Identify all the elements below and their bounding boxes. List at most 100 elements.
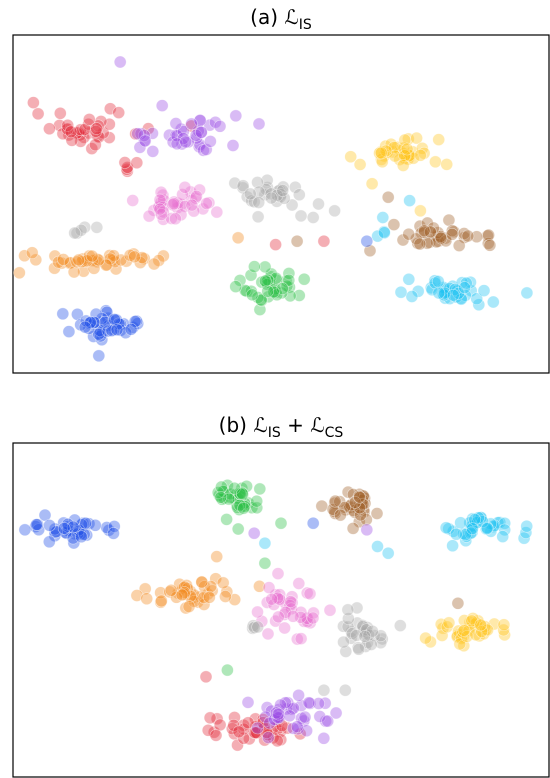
scatter-point-orange [216,576,230,590]
scatter-point-green [246,288,259,302]
scatter-point-purple [313,710,327,723]
scatter-point-orange [179,601,193,615]
scatter-point-green [231,522,245,536]
scatter-point-red [83,113,96,126]
scatter-point-pink [279,605,292,619]
scatter-point-brown [458,231,471,244]
scatter-point-blue [79,516,92,530]
scatter-point-brown [370,507,384,520]
scatter-point-cyan [520,519,534,533]
scatter-point-blue [62,325,76,338]
scatter-point-pink [265,592,279,606]
scatter-point-cyan [486,295,500,309]
scatter-point-purple [155,99,169,112]
scatter-point-brown [445,224,459,237]
scatter-point-purple [261,731,275,744]
scatter-point-red [27,96,40,109]
scatter-point-cyan [449,527,463,541]
scatter-point-yellow [353,158,367,171]
scatter-point-red [209,729,223,742]
scatter-point-orange [67,265,81,279]
scatter-point-brown [353,490,366,504]
scatter-point-red [130,156,144,169]
scatter-point-pink [307,606,320,620]
scatter-point-purple [177,125,190,138]
scatter-point-cyan [458,281,471,294]
scatter-point-brown [315,499,329,513]
scatter-point-blue [57,522,71,535]
scatter-point-cyan [381,546,395,560]
scatter-point-purple [133,141,147,154]
scatter-point-brown [445,228,459,241]
scatter-point-green [297,272,311,286]
scatter-point-brown [353,501,367,515]
scatter-point-yellow [474,618,488,632]
scatter-point-gray [294,209,308,223]
scatter-point-pink [290,632,304,646]
scatter-point-orange [231,231,245,245]
scatter-point-blue [67,536,81,550]
scatter-point-purple [247,526,261,540]
scatter-point-cyan [498,516,512,530]
scatter-point-gray [228,176,242,190]
scatter-point-cyan [432,286,446,300]
scatter-point-purple [292,688,305,702]
scatter-point-orange [253,579,266,593]
scatter-point-cyan [454,516,467,530]
scatter-point-brown [483,239,497,252]
scatter-point-orange [13,266,26,280]
scatter-point-purple [252,117,266,131]
scatter-point-orange [164,583,178,597]
scatter-point-pink [306,611,320,625]
scatter-point-blue [89,518,102,532]
scatter-point-purple [113,55,127,69]
scatter-point-cyan [520,286,534,300]
scatter-point-blue [98,315,112,329]
scatter-point-pink [294,605,308,619]
panel-a-title: (a) ℒIS [250,5,312,33]
scatter-point-cyan [439,521,453,535]
scatter-point-brown [417,224,431,238]
scatter-point-purple [195,126,208,139]
scatter-point-gray [317,683,331,697]
scatter-point-blue [306,516,320,530]
scatter-point-orange [163,585,176,599]
panel-b-title: (b) ℒIS + ℒCS [219,413,344,441]
scatter-point-red [92,130,106,144]
scatter-point-green [229,280,242,293]
scatter-point-blue [84,316,97,329]
scatter-point-purple [269,706,283,720]
scatter-point-brown [363,244,377,257]
scatter-point-green [233,274,247,287]
scatter-point-pink [153,202,167,216]
scatter-point-purple [204,135,217,148]
scatter-point-yellow [457,624,471,637]
scatter-point-orange [178,586,191,599]
scatter-point-blue [108,520,121,533]
scatter-point-purple [283,709,296,723]
scatter-point-purple [200,143,213,156]
scatter-point-brown [451,596,465,610]
scatter-point-blue [71,307,84,321]
scatter-point-pink [193,183,206,197]
scatter-point-cyan [446,288,460,302]
scatter-point-blue [42,535,56,549]
scatter-point-gray [338,683,352,697]
scatter-point-green [258,274,272,288]
scatter-point-pink [271,567,285,580]
scatter-point-pink [155,208,168,221]
scatter-point-blue [30,518,43,531]
scatter-point-red [203,711,217,725]
scatter-point-gray [251,210,265,224]
scatter-point-orange [128,250,141,264]
scatter-point-yellow [374,146,388,160]
scatter-point-purple [300,724,313,738]
scatter-point-purple [318,696,332,710]
scatter-point-yellow [440,158,454,171]
scatter-point-blue [94,329,107,343]
scatter-point-purple [317,731,331,745]
scatter-point-red [64,125,78,139]
scatter-point-green [258,260,272,274]
scatter-point-pink [286,609,300,623]
